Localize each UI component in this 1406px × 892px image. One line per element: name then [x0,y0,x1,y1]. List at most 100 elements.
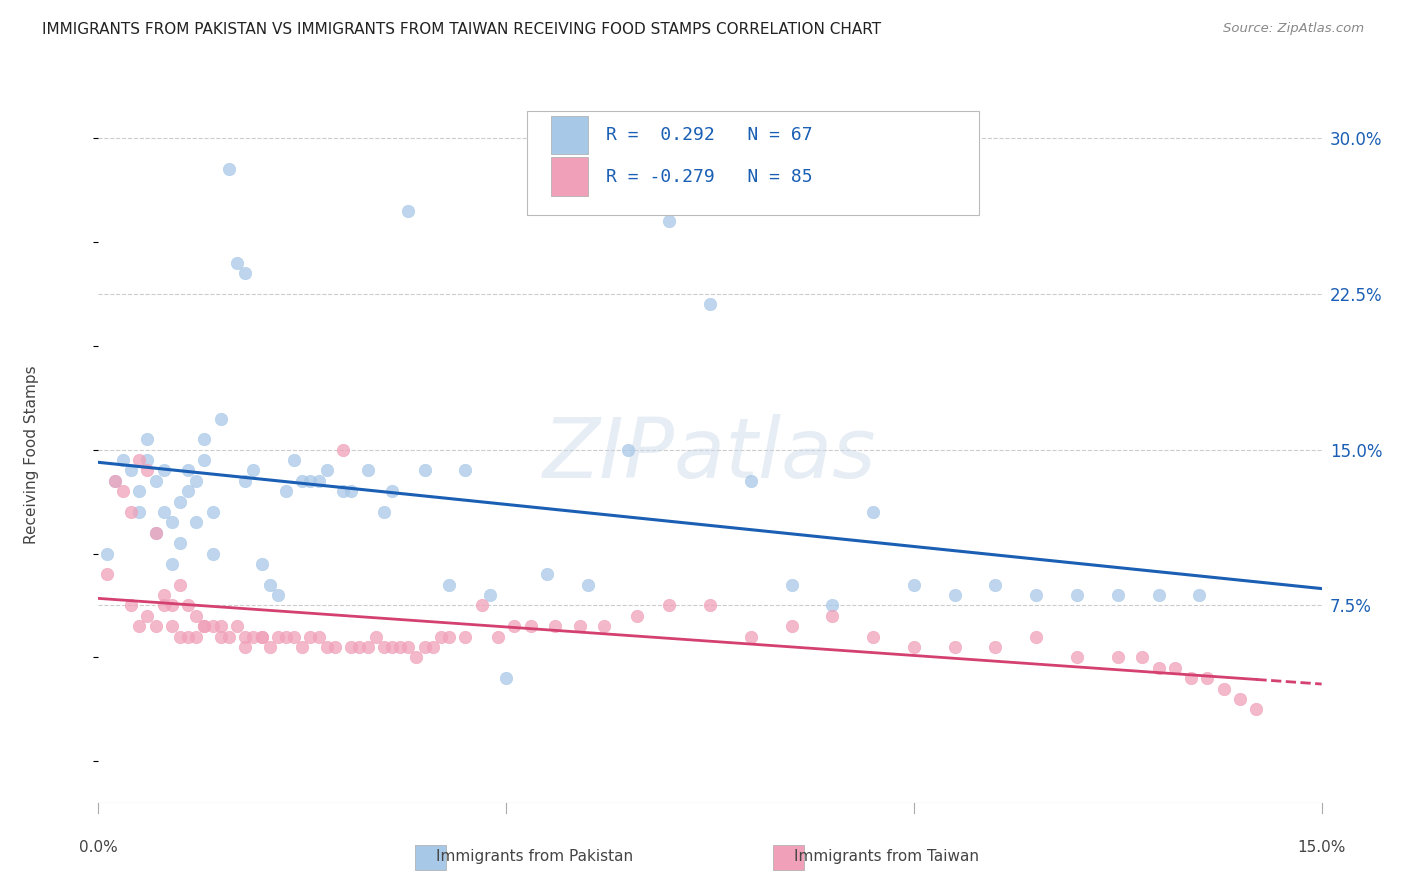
Point [299,474,322,488]
Point [903,578,925,592]
Point [242,463,264,477]
Point [356,640,378,654]
Point [186,474,208,488]
Point [274,484,297,499]
Point [1197,671,1219,685]
Point [136,463,159,477]
Point [201,505,224,519]
Point [145,525,167,540]
FancyBboxPatch shape [551,116,588,154]
Point [233,630,256,644]
Point [152,463,174,477]
Point [1066,588,1088,602]
Point [471,599,494,613]
Point [308,474,330,488]
Point [381,484,404,499]
Point [233,266,256,280]
Point [250,630,273,644]
Point [536,567,558,582]
Point [291,640,314,654]
Point [160,599,183,613]
Point [373,505,395,519]
Point [169,578,191,592]
Point [193,619,215,633]
Point [862,505,884,519]
Point [454,463,477,477]
Point [821,599,844,613]
Point [152,505,174,519]
Point [315,463,337,477]
Point [984,640,1007,654]
Point [104,474,127,488]
Point [437,578,460,592]
Point [267,588,290,602]
Point [169,494,191,508]
Point [111,484,134,499]
Point [1212,681,1234,696]
Point [323,640,346,654]
Point [283,630,305,644]
Point [495,671,517,685]
Point [201,619,224,633]
Point [201,547,224,561]
Point [1107,650,1129,665]
Point [1147,588,1170,602]
Point [152,599,174,613]
Point [396,203,419,218]
Point [519,619,541,633]
FancyBboxPatch shape [526,111,979,215]
Point [308,630,330,644]
Point [454,630,477,644]
Point [430,630,453,644]
Point [389,640,412,654]
Point [381,640,404,654]
Point [862,630,884,644]
Point [120,505,142,519]
Point [233,474,256,488]
Point [226,256,249,270]
Point [503,619,526,633]
Point [104,474,127,488]
Point [373,640,395,654]
Point [626,608,648,623]
Point [943,588,966,602]
Point [145,525,167,540]
Point [152,588,174,602]
Point [209,630,232,644]
Point [145,474,167,488]
Point [544,619,567,633]
Point [250,557,273,571]
Point [259,578,281,592]
Point [111,453,134,467]
Point [1130,650,1153,665]
Point [177,484,200,499]
Point [658,599,681,613]
Point [486,630,509,644]
Point [177,463,200,477]
Point [340,484,363,499]
Text: Immigrants from Taiwan: Immigrants from Taiwan [794,849,980,863]
Point [209,619,232,633]
Point [160,619,183,633]
Point [1147,661,1170,675]
Point [576,578,599,592]
Point [340,640,363,654]
Text: IMMIGRANTS FROM PAKISTAN VS IMMIGRANTS FROM TAIWAN RECEIVING FOOD STAMPS CORRELA: IMMIGRANTS FROM PAKISTAN VS IMMIGRANTS F… [42,22,882,37]
Point [226,619,249,633]
Point [1066,650,1088,665]
Point [349,640,371,654]
Point [780,578,803,592]
Point [209,411,232,425]
Point [128,453,150,467]
Point [169,630,191,644]
FancyBboxPatch shape [551,158,588,195]
Point [740,630,762,644]
Point [218,630,240,644]
Point [218,162,240,177]
Point [405,650,427,665]
Point [364,630,387,644]
Point [332,442,354,457]
Point [274,630,297,644]
Point [160,516,183,530]
Point [1164,661,1187,675]
